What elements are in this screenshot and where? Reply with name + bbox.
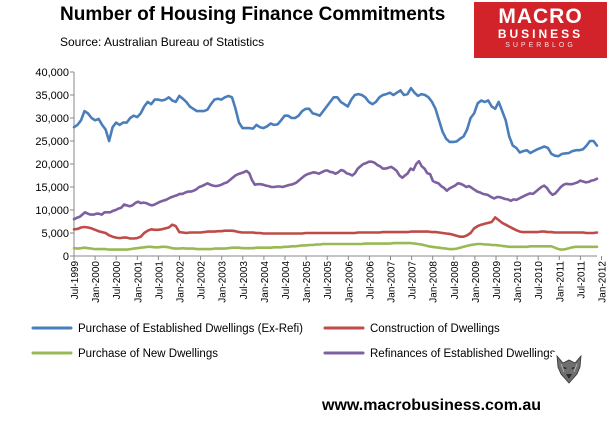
- x-tick-label: Jan-2010: [513, 261, 524, 303]
- logo-line-1: MACRO: [498, 5, 583, 28]
- x-tick-label: Jul-2006: [365, 261, 376, 300]
- series-line-4: [72, 159, 599, 221]
- wolf-mascot-icon: [552, 352, 586, 386]
- logo-line-2: BUSINESS: [497, 27, 584, 41]
- x-tick-label: Jan-2000: [91, 261, 102, 303]
- x-tick-label: Jan-2011: [555, 261, 566, 302]
- x-tick-label: Jan-2003: [218, 261, 229, 303]
- x-tick-label: Jan-2002: [176, 261, 187, 303]
- y-tick-label: 5,000: [41, 228, 69, 240]
- x-tick-label: Jan-2004: [260, 261, 271, 303]
- x-tick-label: Jan-2008: [429, 261, 440, 303]
- y-tick-label: 0: [63, 251, 69, 263]
- logo-line-3: SUPERBLOG: [505, 42, 576, 49]
- series-line-1: [72, 86, 599, 158]
- legend-label: Purchase of New Dwellings: [78, 348, 218, 360]
- y-tick-label: 15,000: [35, 182, 69, 194]
- legend-label: Construction of Dwellings: [370, 323, 500, 335]
- series-line-2: [72, 216, 599, 240]
- legend-label: Refinances of Established Dwellings: [370, 348, 556, 360]
- x-tick-label: Jan-2007: [387, 261, 398, 303]
- y-tick-label: 40,000: [35, 67, 69, 79]
- y-tick-label: 30,000: [35, 113, 69, 125]
- x-tick-label: Jan-2001: [133, 261, 144, 303]
- x-tick-label: Jan-2005: [302, 261, 313, 303]
- x-tick-label: Jul-2003: [239, 261, 250, 300]
- x-tick-label: Jan-2012: [598, 261, 609, 303]
- chart-title: Number of Housing Finance Commitments: [60, 4, 446, 25]
- series-line-3: [72, 241, 599, 251]
- macro-business-logo[interactable]: MACRO BUSINESS SUPERBLOG: [474, 2, 607, 58]
- x-tick-label: Jul-2001: [154, 261, 165, 300]
- x-tick-label: Jul-2009: [492, 261, 503, 300]
- site-url[interactable]: www.macrobusiness.com.au: [322, 397, 542, 414]
- x-tick-label: Jul-2004: [281, 261, 292, 300]
- x-tick-label: Jul-2002: [197, 261, 208, 300]
- legend-label: Purchase of Established Dwellings (Ex-Re…: [78, 323, 303, 335]
- y-tick-label: 35,000: [35, 90, 69, 102]
- x-tick-label: Jul-2010: [534, 261, 545, 300]
- y-tick-label: 25,000: [35, 136, 69, 148]
- x-tick-label: Jul-2005: [323, 261, 334, 300]
- x-tick-label: Jul-2011: [576, 261, 587, 299]
- x-tick-label: Jul-1999: [70, 261, 81, 300]
- chart-source: Source: Australian Bureau of Statistics: [60, 35, 265, 49]
- x-tick-label: Jul-2000: [112, 261, 123, 300]
- x-tick-label: Jul-2007: [408, 261, 419, 300]
- x-tick-label: Jan-2009: [471, 261, 482, 303]
- y-tick-label: 10,000: [35, 205, 69, 217]
- x-tick-label: Jan-2006: [344, 261, 355, 303]
- x-tick-label: Jul-2008: [450, 261, 461, 300]
- y-tick-label: 20,000: [35, 159, 69, 171]
